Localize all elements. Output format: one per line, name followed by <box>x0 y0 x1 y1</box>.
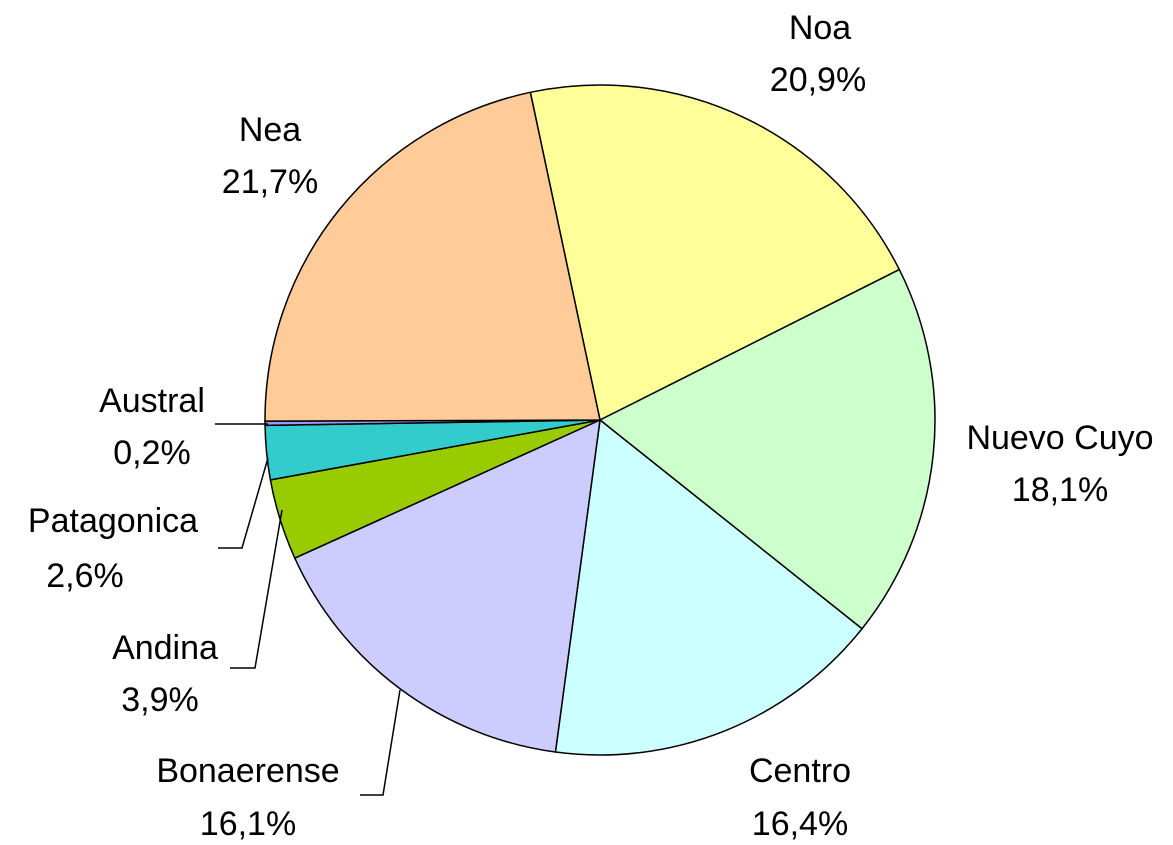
slice-label: Nuevo Cuyo <box>966 419 1153 457</box>
slice-value-label: 20,9% <box>770 61 866 99</box>
slice-label: Patagonica <box>28 502 198 540</box>
leader-line <box>218 457 269 549</box>
slice-value-label: 18,1% <box>1012 471 1108 509</box>
slice-value-label: 3,9% <box>121 681 199 719</box>
slice-value-label: 16,1% <box>200 805 296 843</box>
slice-label: Austral <box>99 382 205 420</box>
slice-label: Andina <box>112 629 218 667</box>
pie-slice <box>293 418 601 753</box>
slice-label: Noa <box>789 9 851 47</box>
slice-value-label: 2,6% <box>46 557 124 595</box>
pie-slice <box>529 84 901 422</box>
slice-label: Nea <box>239 111 301 149</box>
pie-slice <box>264 91 601 422</box>
leader-line <box>360 689 401 796</box>
slice-label: Bonaerense <box>156 752 339 790</box>
slice-label: Centro <box>749 752 851 790</box>
pie-slice <box>554 418 864 756</box>
slice-value-label: 0,2% <box>113 434 191 472</box>
slice-value-label: 21,7% <box>222 163 318 201</box>
pie-slice <box>598 268 936 630</box>
leader-line <box>230 509 283 669</box>
slice-value-label: 16,4% <box>752 805 848 843</box>
